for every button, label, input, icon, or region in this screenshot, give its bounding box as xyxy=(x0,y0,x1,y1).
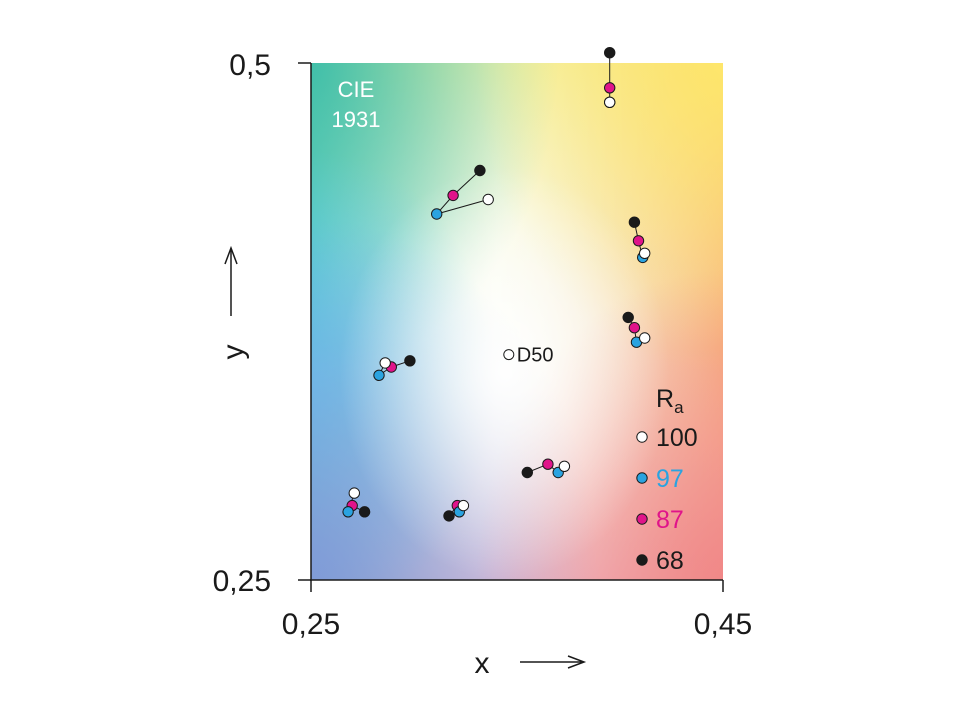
plot-label-line-2: 1931 xyxy=(332,107,381,132)
point-ra-87 xyxy=(542,458,554,470)
y-axis-arrow-icon xyxy=(224,245,238,316)
connector-line xyxy=(435,170,489,215)
point-ra-68 xyxy=(604,47,616,59)
connector-line xyxy=(377,360,411,377)
legend-label-97: 97 xyxy=(656,465,684,493)
legend-marker-100 xyxy=(636,431,648,443)
x-axis-title: x xyxy=(475,647,490,680)
point-ra-87 xyxy=(632,235,645,247)
y-axis-title: y xyxy=(217,345,250,360)
d50-label: D50 xyxy=(517,345,554,367)
point-ra-68 xyxy=(474,164,486,177)
legend-marker-87 xyxy=(636,513,648,525)
legend-marker-68 xyxy=(636,554,648,566)
point-ra-100 xyxy=(457,499,470,512)
legend-label-87: 87 xyxy=(656,506,684,534)
legend: Ra 100 97 87 68 xyxy=(636,385,698,575)
point-ra-100 xyxy=(379,357,391,369)
legend-label-100: 100 xyxy=(656,424,698,452)
point-ra-68 xyxy=(443,510,455,522)
point-ra-68 xyxy=(628,216,641,228)
data-points xyxy=(342,47,651,522)
point-ra-97 xyxy=(373,369,385,381)
point-ra-87 xyxy=(628,322,641,334)
point-ra-100 xyxy=(604,96,616,109)
point-ra-100 xyxy=(639,247,651,260)
point-ra-100 xyxy=(558,460,571,472)
point-ra-87 xyxy=(604,82,616,94)
point-ra-97 xyxy=(342,506,354,518)
point-ra-68 xyxy=(521,466,533,479)
annotations: D50 xyxy=(503,345,554,367)
legend-label-68: 68 xyxy=(656,547,684,575)
y-tick-label-bottom: 0,25 xyxy=(213,565,271,598)
x-axis-arrow-icon xyxy=(520,655,587,669)
x-tick-label-right: 0,45 xyxy=(694,608,752,641)
point-ra-100 xyxy=(639,332,651,344)
point-ra-68 xyxy=(404,355,416,367)
legend-marker-97 xyxy=(636,472,648,484)
d50-point xyxy=(503,349,515,361)
point-ra-68 xyxy=(358,506,371,518)
point-ra-87 xyxy=(447,189,459,202)
legend-title: Ra xyxy=(656,385,684,417)
point-ra-100 xyxy=(348,487,360,499)
point-ra-97 xyxy=(431,208,443,220)
point-ra-68 xyxy=(622,311,634,324)
x-tick-label-left: 0,25 xyxy=(282,608,340,641)
point-ra-100 xyxy=(482,193,494,206)
plot-label-line-1: CIE xyxy=(338,77,375,102)
chromaticity-background xyxy=(311,63,723,580)
y-tick-label-top: 0,5 xyxy=(229,49,271,82)
